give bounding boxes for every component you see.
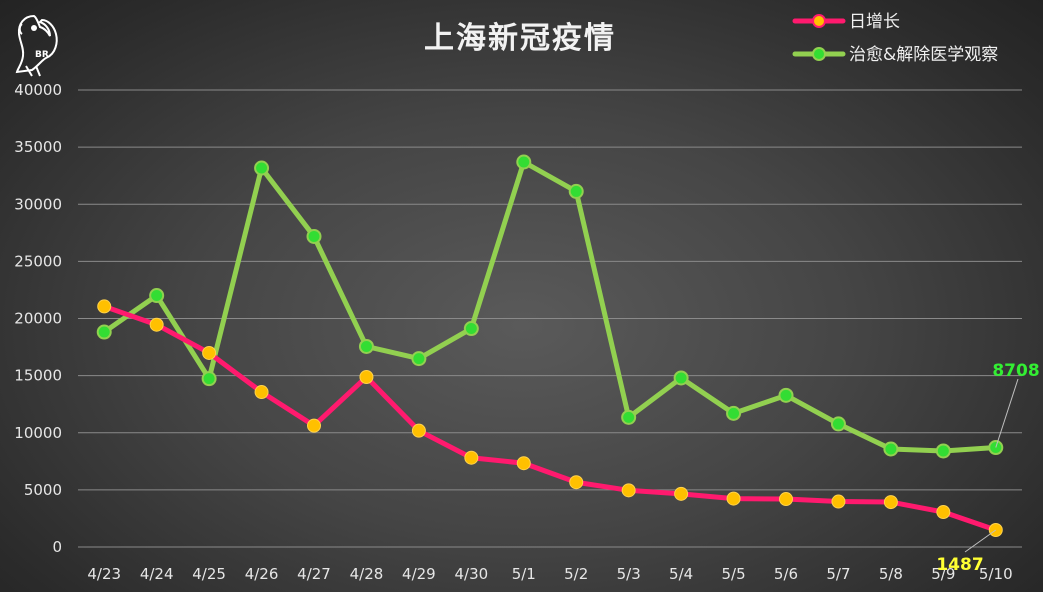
x-tick-label: 5/5 (721, 565, 745, 583)
x-tick-label: 4/30 (454, 565, 488, 583)
x-tick-label: 5/1 (512, 565, 536, 583)
data-point (935, 443, 951, 459)
drop-lines (100, 168, 1000, 525)
data-point (149, 317, 164, 332)
x-tick-label: 4/29 (402, 565, 436, 583)
y-tick-label: 20000 (14, 310, 62, 328)
data-label: 1487 (936, 555, 983, 575)
annotation-leader (995, 378, 1019, 448)
data-point (516, 456, 531, 471)
data-point (411, 351, 427, 367)
y-axis-ticks: 0 5000 10000 15000 20000 25000 30000 35000 40000 (14, 81, 62, 556)
y-tick-label: 5000 (24, 481, 62, 499)
data-point (516, 154, 532, 170)
data-point (673, 370, 689, 386)
data-point (464, 450, 479, 465)
data-point (568, 183, 584, 199)
series-line (101, 159, 999, 454)
grid-lines (78, 89, 1022, 548)
y-tick-label: 30000 (14, 195, 62, 213)
x-tick-label: 4/27 (297, 565, 331, 583)
x-tick-label: 4/23 (87, 565, 121, 583)
y-tick-label: 35000 (14, 138, 62, 156)
x-tick-label: 4/25 (192, 565, 226, 583)
data-label: 8708 (992, 361, 1039, 381)
data-point (778, 387, 794, 403)
data-point (883, 441, 899, 457)
data-point (936, 505, 951, 520)
logo-text: BR (35, 50, 49, 60)
x-tick-label: 4/26 (245, 565, 279, 583)
y-tick-label: 25000 (14, 252, 62, 270)
data-point (411, 423, 426, 438)
chart-title: 上海新冠疫情 (424, 21, 616, 56)
data-point (201, 371, 217, 387)
data-point (621, 483, 636, 498)
data-point (883, 495, 898, 510)
data-point (726, 491, 741, 506)
data-point (307, 418, 321, 433)
x-tick-label: 5/2 (564, 565, 588, 583)
x-tick-label: 5/10 (979, 565, 1013, 583)
data-point (359, 369, 374, 384)
parrot-logo: BR (15, 14, 58, 77)
data-point (97, 299, 112, 314)
annotations: 8708 1487 (936, 361, 1039, 575)
x-tick-label: 5/7 (826, 565, 850, 583)
x-tick-label: 4/28 (350, 565, 384, 583)
legend-label: 治愈&解除医学观察 (849, 45, 998, 65)
x-axis-ticks: 4/23 4/24 4/25 4/26 4/27 4/28 4/29 4/30 5/1 5/2 5/… (87, 565, 1012, 583)
y-tick-label: 10000 (14, 424, 62, 442)
data-point (463, 321, 479, 337)
y-tick-label: 0 (52, 538, 62, 556)
y-tick-label: 40000 (14, 81, 62, 99)
annotation-leader (964, 529, 997, 553)
legend-label: 日增长 (849, 12, 900, 32)
series-lines (101, 159, 999, 533)
legend-swatch-marker (812, 47, 826, 61)
legend-swatch-marker (812, 14, 826, 28)
data-point (569, 475, 584, 490)
x-tick-label: 5/8 (879, 565, 903, 583)
series-line (101, 303, 999, 533)
y-tick-label: 15000 (14, 367, 62, 385)
x-tick-label: 5/4 (669, 565, 693, 583)
data-point (254, 160, 270, 176)
data-point (202, 345, 217, 360)
x-tick-label: 5/6 (774, 565, 798, 583)
data-point (96, 324, 112, 340)
data-point (674, 486, 689, 501)
x-tick-label: 4/24 (140, 565, 174, 583)
x-tick-label: 5/9 (931, 565, 955, 583)
x-tick-label: 5/3 (617, 565, 641, 583)
data-point (726, 405, 742, 421)
data-point (306, 228, 322, 244)
data-point (831, 494, 846, 509)
data-point (621, 409, 637, 425)
data-point (830, 416, 846, 432)
data-point (358, 338, 374, 354)
data-point (149, 288, 165, 304)
data-point (779, 492, 793, 507)
data-point (254, 385, 269, 400)
series-markers (96, 154, 1004, 538)
